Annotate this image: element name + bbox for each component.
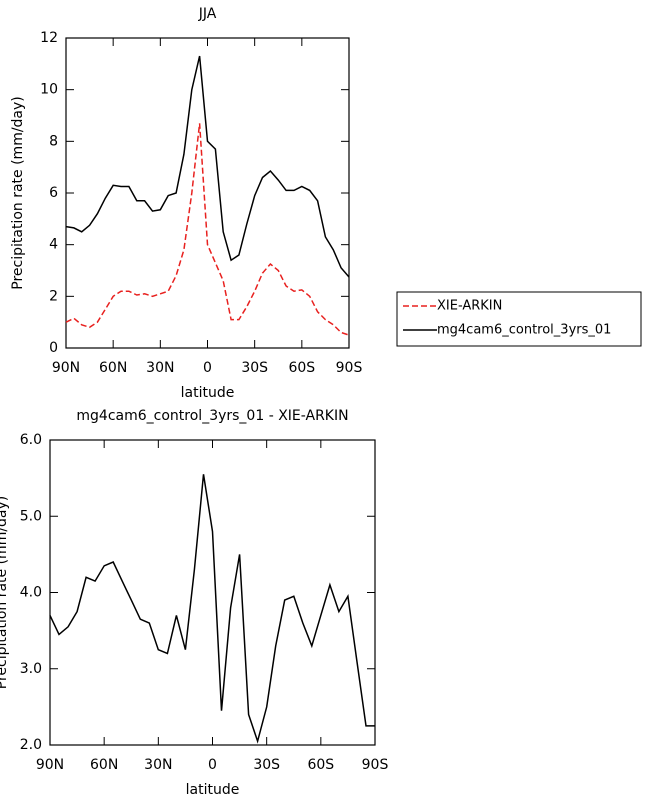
x-tick-label: 30S (241, 360, 268, 376)
x-tick-label: 30S (253, 757, 280, 773)
chart-title: JJA (198, 6, 217, 22)
y-axis-label: Precipitation rate (mm/day) (0, 496, 10, 690)
x-tick-label: 30N (146, 360, 174, 376)
x-tick-label: 60N (90, 757, 118, 773)
plot-frame (49, 439, 376, 746)
y-tick-label: 10 (40, 82, 58, 98)
y-tick-label: 2.0 (20, 737, 42, 753)
y-tick-label: 8 (49, 133, 58, 149)
x-tick-label: 90N (36, 757, 64, 773)
chart-title: mg4cam6_control_3yrs_01 - XIE-ARKIN (76, 408, 348, 424)
x-tick-label: 0 (208, 757, 217, 773)
data-line (65, 55, 350, 278)
y-tick-label: 4 (49, 237, 58, 253)
x-tick-label: 90N (52, 360, 80, 376)
data-line (65, 123, 350, 336)
legend-box (396, 291, 642, 347)
y-tick-label: 12 (40, 30, 58, 46)
plot-frame (65, 37, 350, 349)
x-tick-label: 90S (336, 360, 363, 376)
y-axis-label: Precipitation rate (mm/day) (10, 96, 26, 290)
legend-label: mg4cam6_control_3yrs_01 (437, 323, 611, 338)
data-line (49, 474, 375, 744)
y-tick-label: 2 (49, 288, 58, 304)
y-tick-label: 6.0 (20, 432, 42, 448)
y-tick-label: 5.0 (20, 508, 42, 524)
y-tick-label: 4.0 (20, 585, 42, 601)
y-tick-label: 6 (49, 185, 58, 201)
legend-label: XIE-ARKIN (437, 299, 502, 314)
x-tick-label: 60N (99, 360, 127, 376)
x-tick-label: 60S (307, 757, 334, 773)
x-tick-label: 90S (362, 757, 389, 773)
x-tick-label: 0 (203, 360, 212, 376)
x-axis-label: latitude (186, 782, 240, 798)
x-tick-label: 30N (144, 757, 172, 773)
y-tick-label: 0 (49, 340, 58, 356)
x-axis-label: latitude (181, 385, 235, 401)
x-tick-label: 60S (288, 360, 315, 376)
y-tick-label: 3.0 (20, 661, 42, 677)
